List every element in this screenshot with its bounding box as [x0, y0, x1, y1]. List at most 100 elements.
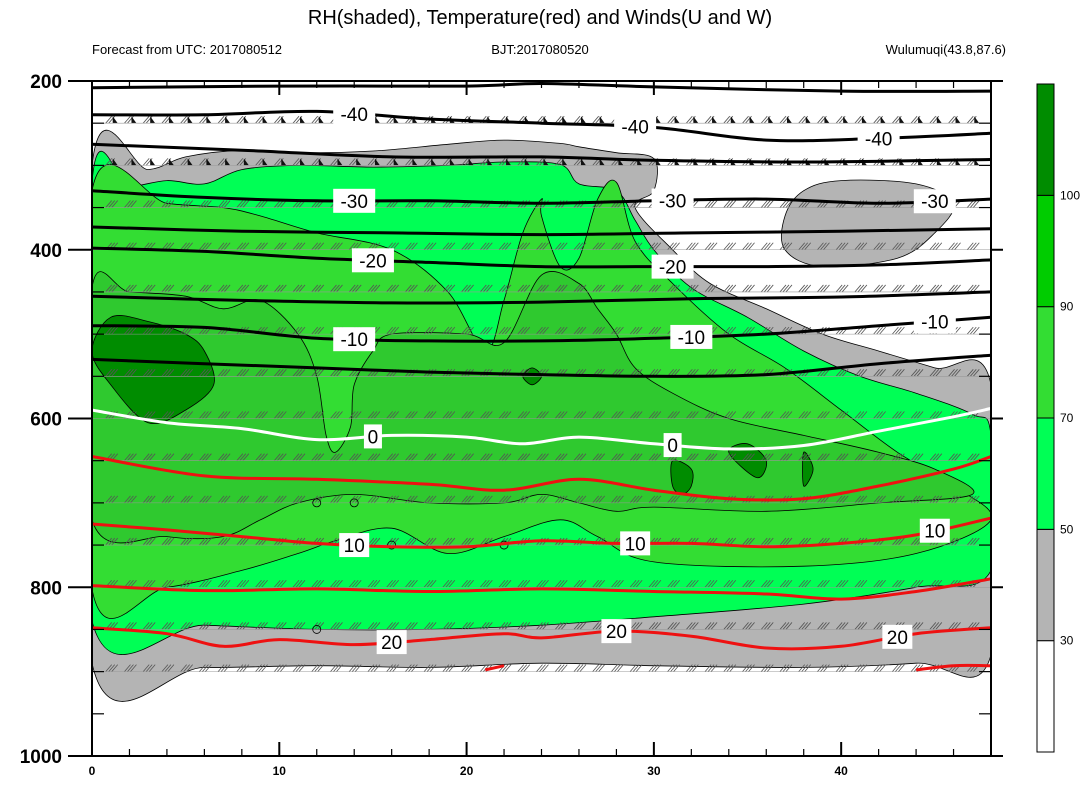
wind-barb — [817, 115, 830, 124]
wind-barb — [929, 453, 943, 461]
wind-barb — [873, 664, 886, 672]
wind-barb — [835, 284, 849, 293]
wind-barb — [629, 664, 643, 672]
wind-barb — [573, 622, 587, 630]
wind-barb — [686, 115, 699, 124]
wind-barb — [873, 453, 886, 461]
wind-barb — [892, 369, 905, 377]
svg-text:-10: -10 — [340, 330, 367, 351]
wind-barb — [742, 453, 755, 461]
wind-barb — [180, 242, 193, 251]
wind-barb — [124, 200, 137, 208]
wind-barb — [124, 115, 137, 124]
wind-barb — [124, 453, 137, 461]
wind-barb — [386, 579, 399, 588]
wind-barb — [667, 579, 680, 588]
temperature-contour-10 — [92, 577, 991, 601]
wind-barb — [199, 242, 212, 251]
wind-barb — [423, 326, 437, 335]
wind-barb — [854, 664, 868, 672]
wind-barb — [629, 242, 643, 251]
wind-barb — [236, 579, 250, 588]
wind-barb — [498, 495, 512, 504]
wind-barb — [779, 115, 792, 124]
wind-barb — [760, 411, 774, 419]
temperature-contour--30 — [92, 189, 991, 205]
wind-barb — [461, 664, 474, 672]
wind-barb — [142, 495, 156, 504]
wind-barb — [498, 622, 512, 630]
wind-barb — [236, 495, 250, 504]
wind-barb — [554, 115, 568, 124]
wind-barb — [798, 411, 812, 419]
wind-barb — [742, 115, 755, 124]
wind-barb — [817, 664, 830, 672]
wind-barb — [592, 495, 605, 504]
wind-barb — [142, 579, 156, 588]
wind-barb — [517, 158, 530, 166]
temperature-contour--10 — [92, 315, 991, 343]
wind-barb — [180, 200, 193, 208]
wind-barb — [217, 495, 231, 504]
wind-barb — [217, 453, 231, 461]
wind-barb — [217, 200, 231, 208]
wind-barb — [199, 579, 212, 588]
wind-barb — [142, 369, 156, 377]
wind-barb — [405, 158, 418, 166]
wind-barb — [255, 242, 268, 251]
wind-barb — [536, 622, 549, 630]
wind-barb — [892, 115, 905, 124]
wind-barb — [779, 284, 793, 293]
wind-barb — [273, 242, 287, 251]
wind-barb — [742, 200, 755, 208]
wind-barb — [910, 495, 924, 504]
wind-barb — [648, 495, 662, 504]
wind-barb — [554, 284, 568, 293]
wind-barb — [498, 326, 512, 335]
wind-barb — [798, 664, 812, 672]
wind-barb — [592, 664, 605, 672]
wind-barb — [105, 158, 118, 166]
wind-barb — [723, 284, 737, 293]
wind-barb — [798, 537, 812, 546]
wind-barb — [704, 453, 718, 461]
wind-barb — [835, 622, 849, 630]
colorbar-tick-label: 100 — [1060, 188, 1080, 202]
wind-barb — [255, 200, 268, 208]
wind-barb — [873, 411, 886, 419]
svg-text:-20: -20 — [359, 251, 386, 272]
wind-barb — [480, 326, 493, 335]
wind-barb — [742, 242, 755, 251]
wind-barb — [592, 579, 605, 588]
wind-barb — [517, 495, 531, 504]
wind-barb — [892, 326, 905, 335]
wind-barb — [573, 158, 586, 166]
contour-label: -40 — [333, 101, 376, 126]
wind-barb — [480, 622, 493, 630]
wind-barb — [199, 495, 212, 504]
wind-barb — [760, 200, 774, 208]
wind-barb — [742, 411, 755, 419]
wind-barb — [199, 664, 212, 672]
wind-barb — [929, 495, 943, 504]
y-tick-label: 800 — [30, 578, 62, 599]
svg-text:0: 0 — [667, 436, 678, 457]
wind-barb — [217, 622, 231, 630]
wind-barb — [536, 326, 549, 335]
wind-barb — [686, 622, 699, 630]
wind-barb — [667, 495, 680, 504]
wind-barb — [461, 326, 474, 335]
wind-barb — [948, 453, 961, 461]
wind-barb — [910, 453, 924, 461]
chart-title: RH(shaded), Temperature(red) and Winds(U… — [308, 7, 772, 29]
wind-barb — [498, 242, 512, 251]
svg-text:-30: -30 — [659, 192, 686, 213]
wind-barb — [142, 453, 156, 461]
wind-barb — [330, 453, 343, 461]
wind-barb — [180, 284, 193, 293]
wind-barb — [330, 622, 343, 630]
wind-barb — [742, 579, 755, 588]
wind-barb — [461, 537, 474, 546]
y-tick-label: 600 — [30, 410, 62, 431]
wind-barb — [648, 326, 662, 335]
